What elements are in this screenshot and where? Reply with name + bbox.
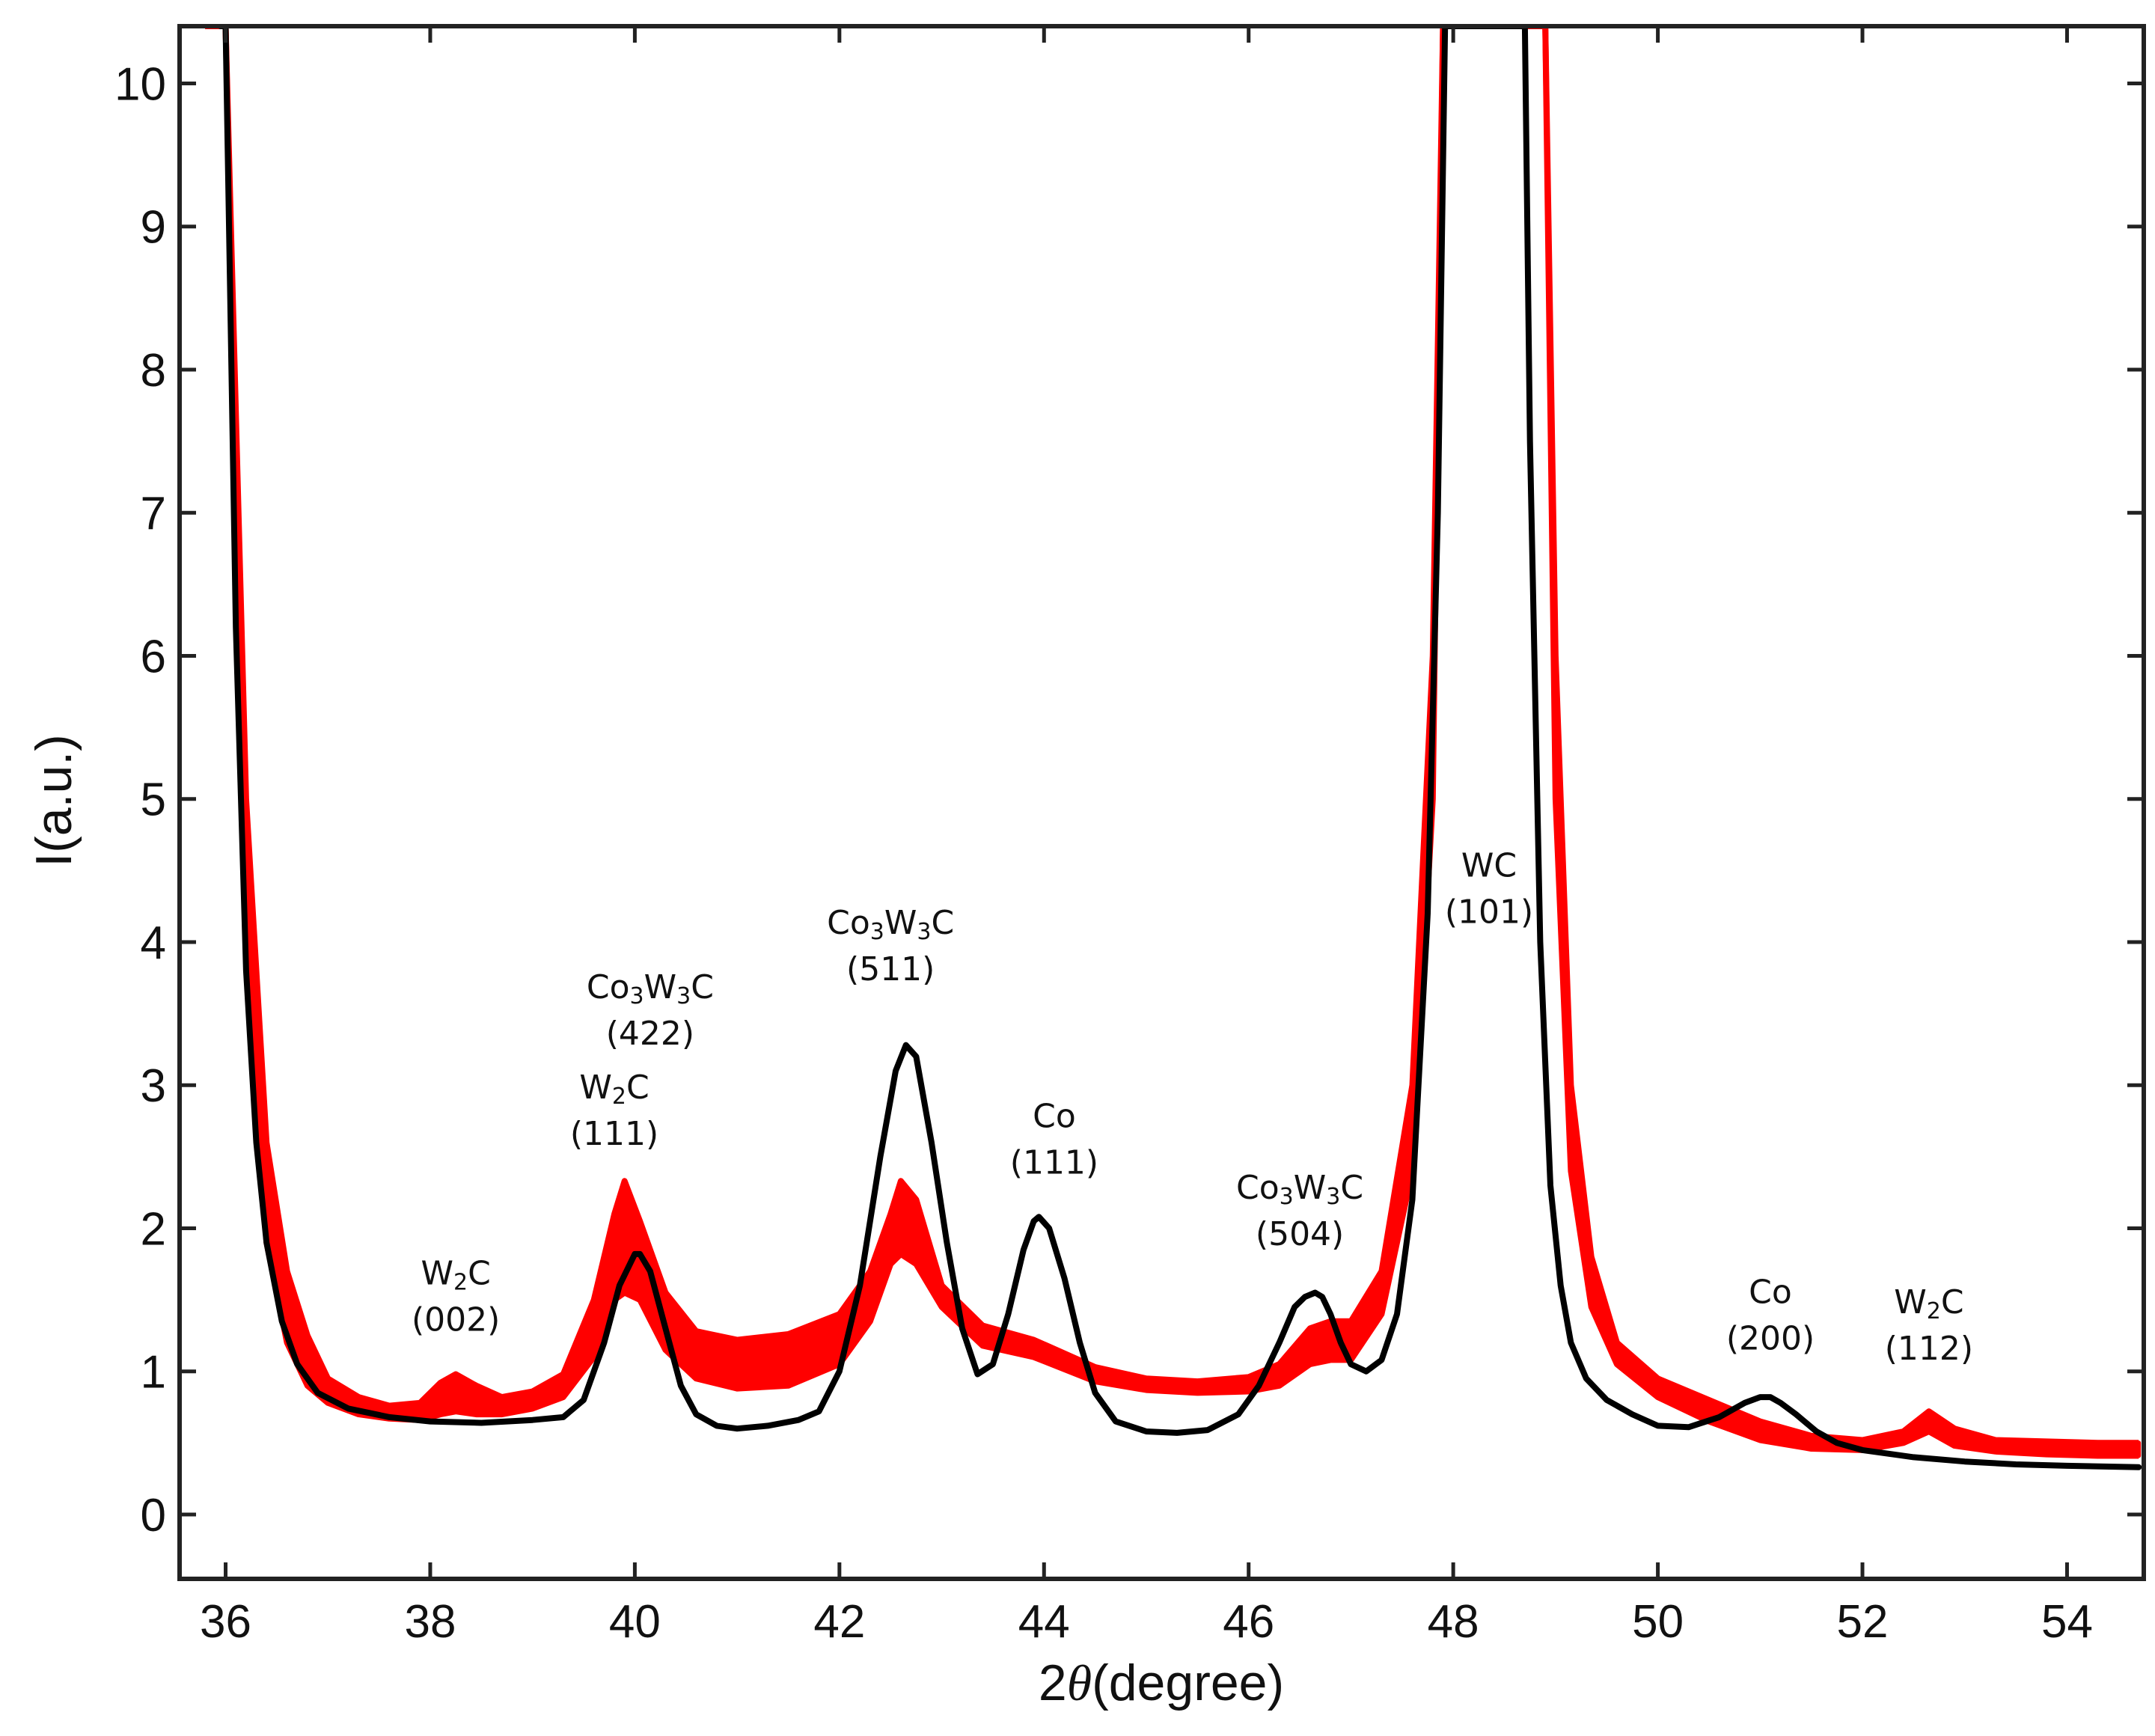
red-band-upper-line xyxy=(205,26,2139,1446)
red-band-lower-line xyxy=(205,26,2139,1459)
y-tick-label: 5 xyxy=(141,774,166,826)
phase-label: Co3W3C xyxy=(587,968,714,1009)
y-tick-label: 1 xyxy=(141,1347,166,1399)
peak-annotation: Co3W3C(511) xyxy=(827,904,954,988)
x-tick-label: 44 xyxy=(1018,1596,1070,1648)
phase-subscript: 2 xyxy=(612,1084,626,1110)
phase-label: Co xyxy=(1749,1273,1792,1311)
peak-annotation: Co (111) xyxy=(1010,1097,1098,1182)
plot-frame xyxy=(177,24,2146,1581)
peak-annotation: Co3W3C(422) xyxy=(587,968,714,1053)
phase-text: C xyxy=(691,968,714,1006)
peak-annotation: WC (101) xyxy=(1445,847,1533,932)
miller-index-label: (504) xyxy=(1256,1215,1344,1253)
phase-text: Co xyxy=(1749,1273,1792,1311)
phase-text: W xyxy=(1894,1283,1927,1321)
miller-index-label: (112) xyxy=(1885,1330,1973,1368)
phase-text: Co xyxy=(1033,1097,1076,1135)
phase-text: Co xyxy=(827,904,870,942)
x-tick-label: 46 xyxy=(1223,1596,1274,1648)
x-tick-label: 38 xyxy=(404,1596,456,1648)
red-band-layer xyxy=(203,26,2142,1459)
phase-text: C xyxy=(626,1069,649,1107)
peak-annotation: W2C (111) xyxy=(570,1069,658,1153)
phase-text: W xyxy=(884,904,917,942)
miller-index-label: (111) xyxy=(570,1115,658,1153)
y-axis-label: I(a.u.) xyxy=(25,734,82,867)
phase-text: C xyxy=(1941,1283,1964,1321)
y-tick-label: 0 xyxy=(141,1490,166,1541)
phase-text: C xyxy=(1340,1169,1363,1207)
phase-label: W2C xyxy=(1894,1283,1963,1324)
phase-label: WC xyxy=(1461,847,1517,885)
x-tick-label: 54 xyxy=(2041,1596,2093,1648)
miller-index-label: (422) xyxy=(606,1015,694,1053)
x-tick-label: 40 xyxy=(609,1596,661,1648)
phase-text: W xyxy=(579,1069,612,1107)
phase-text: W xyxy=(1294,1169,1327,1207)
y-tick-label: 3 xyxy=(141,1060,166,1112)
peak-annotation: W2C (112) xyxy=(1885,1283,1973,1368)
phase-subscript: 3 xyxy=(870,919,884,945)
peak-annotation: Co (200) xyxy=(1726,1273,1815,1357)
miller-index-label: (200) xyxy=(1726,1319,1815,1357)
phase-subscript: 3 xyxy=(1326,1183,1340,1209)
phase-text: Co xyxy=(587,968,630,1006)
black-curve-layer xyxy=(217,26,2142,1470)
miller-index-label: (511) xyxy=(846,950,935,988)
y-tick-label: 10 xyxy=(114,58,166,110)
y-tick-label: 8 xyxy=(141,345,166,397)
x-axis-label: 2θ(degree) xyxy=(1039,1654,1284,1711)
black-curve-line xyxy=(217,26,2142,1470)
y-tick-label: 6 xyxy=(141,631,166,682)
phase-subscript: 3 xyxy=(917,919,931,945)
miller-index-label: (111) xyxy=(1010,1143,1098,1182)
x-tick-label: 48 xyxy=(1428,1596,1479,1648)
miller-index-label: (101) xyxy=(1445,893,1533,932)
peak-annotations: W2C(002)W2C(111)Co3W3C(422)Co3W3C(511)Co… xyxy=(412,847,1973,1368)
phase-label: Co xyxy=(1033,1097,1076,1135)
phase-subscript: 2 xyxy=(1927,1298,1941,1324)
x-tick-label: 50 xyxy=(1632,1596,1684,1648)
phase-label: Co3W3C xyxy=(1236,1169,1363,1210)
peak-annotation: W2C (002) xyxy=(412,1255,500,1339)
phase-subscript: 3 xyxy=(1280,1183,1294,1209)
x-tick-label: 52 xyxy=(1837,1596,1889,1648)
phase-label: W2C xyxy=(579,1069,649,1110)
phase-text: Co xyxy=(1236,1169,1280,1207)
phase-text: W xyxy=(421,1255,453,1293)
phase-subscript: 2 xyxy=(453,1269,468,1295)
peak-annotation: Co3W3C(504) xyxy=(1236,1169,1363,1253)
y-tick-label: 4 xyxy=(141,917,166,969)
phase-subscript: 3 xyxy=(630,983,644,1009)
phase-subscript: 3 xyxy=(676,983,691,1009)
y-tick-label: 9 xyxy=(141,202,166,254)
y-tick-label: 2 xyxy=(141,1203,166,1255)
x-tick-label: 42 xyxy=(813,1596,865,1648)
y-tick-label: 7 xyxy=(141,488,166,540)
red-band-fill xyxy=(203,26,2142,1458)
phase-label: Co3W3C xyxy=(827,904,954,945)
phase-text: W xyxy=(644,968,677,1006)
phase-text: C xyxy=(468,1255,491,1293)
miller-index-label: (002) xyxy=(412,1301,500,1339)
phase-text: WC xyxy=(1461,847,1517,885)
x-tick-label: 36 xyxy=(200,1596,251,1648)
axis-ticks: 36 38 40 42 44 46 48 50 52 54 0 1 2 3 4 5 6 7 8 9 10 xyxy=(114,26,2144,1648)
phase-label: W2C xyxy=(421,1255,490,1296)
phase-text: C xyxy=(932,904,955,942)
